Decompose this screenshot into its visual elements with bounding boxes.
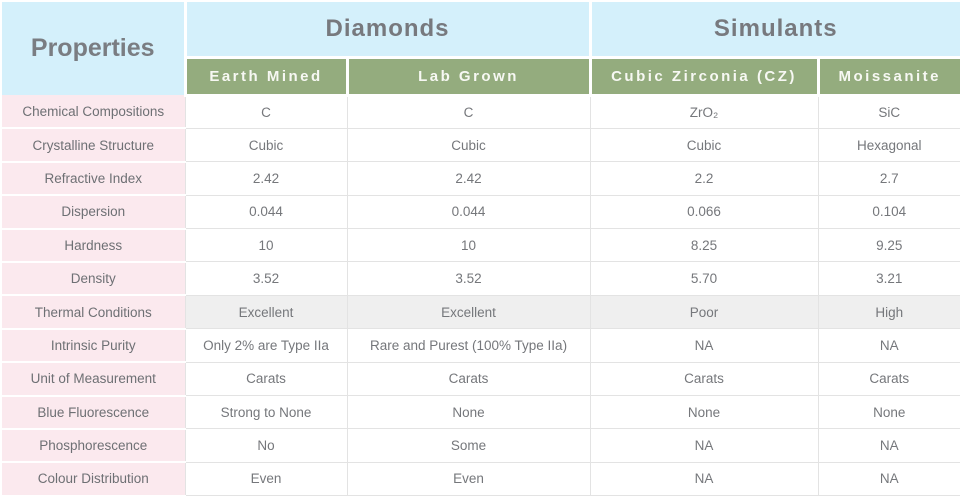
value-cell: Poor — [590, 295, 819, 330]
value-cell: NA — [590, 428, 819, 463]
property-label: Hardness — [2, 228, 186, 263]
group-header-simulants: Simulants — [590, 2, 960, 57]
table-row: Hardness 10 10 8.25 9.25 — [2, 228, 960, 263]
property-label: Dispersion — [2, 195, 186, 230]
value-cell: 3.21 — [818, 261, 960, 296]
property-label: Blue Fluorescence — [2, 395, 186, 430]
value-cell: SiC — [818, 95, 960, 129]
column-header-cubic-zirconia: Cubic Zirconia (CZ) — [588, 55, 820, 97]
value-cell: 10 — [347, 228, 591, 263]
column-header-row: Earth Mined Lab Grown Cubic Zirconia (CZ… — [2, 55, 960, 97]
table-row: Refractive Index 2.42 2.42 2.2 2.7 — [2, 161, 960, 197]
column-header-earth-mined: Earth Mined — [183, 55, 349, 97]
properties-header: Properties — [2, 2, 187, 95]
value-cell: Carats — [347, 362, 591, 397]
value-cell: 0.066 — [590, 195, 819, 230]
value-cell: C — [185, 95, 348, 129]
value-cell: C — [347, 95, 591, 129]
value-cell: NA — [818, 428, 960, 463]
property-label: Intrinsic Purity — [2, 328, 186, 364]
value-cell: No — [185, 428, 348, 463]
value-cell: 0.044 — [185, 195, 348, 230]
value-cell: 2.7 — [818, 161, 960, 196]
property-label: Phosphorescence — [2, 428, 186, 464]
value-cell: Carats — [818, 362, 960, 397]
value-cell: Excellent — [185, 295, 348, 330]
value-cell: NA — [818, 462, 960, 496]
group-header-diamonds: Diamonds — [185, 2, 592, 57]
table-body: Chemical Compositions C C ZrO₂ SiC Crystallin… — [2, 95, 960, 496]
table-row: Crystalline Structure Cubic Cubic Cubic Hexa… — [2, 128, 960, 163]
value-cell: Cubic — [347, 128, 591, 163]
property-label: Refractive Index — [2, 161, 186, 197]
value-cell: Some — [347, 428, 591, 463]
value-cell: Excellent — [347, 295, 591, 330]
property-label: Thermal Conditions — [2, 295, 186, 330]
value-cell: 8.25 — [590, 228, 819, 263]
value-cell: NA — [590, 328, 819, 363]
column-header-lab-grown: Lab Grown — [345, 55, 592, 97]
value-cell: 3.52 — [347, 261, 591, 296]
value-cell: Even — [347, 462, 591, 496]
property-label: Colour Distribution — [2, 462, 186, 496]
value-cell: Cubic — [590, 128, 819, 163]
value-cell: 10 — [185, 228, 348, 263]
value-cell: Carats — [590, 362, 819, 397]
value-cell: Even — [185, 462, 348, 496]
value-cell: None — [590, 395, 819, 430]
value-cell: ZrO₂ — [590, 95, 819, 129]
value-cell: 2.2 — [590, 161, 819, 196]
value-cell: 0.044 — [347, 195, 591, 230]
value-cell: Only 2% are Type IIa — [185, 328, 348, 363]
column-header-moissanite: Moissanite — [816, 55, 960, 97]
value-cell: 3.52 — [185, 261, 348, 296]
table-row: Blue Fluorescence Strong to None None None N… — [2, 395, 960, 430]
value-cell: 0.104 — [818, 195, 960, 230]
property-label: Unit of Measurement — [2, 362, 186, 397]
value-cell: Cubic — [185, 128, 348, 163]
value-cell: 2.42 — [185, 161, 348, 196]
value-cell: NA — [590, 462, 819, 496]
table-row: Unit of Measurement Carats Carats Carats Car… — [2, 362, 960, 397]
value-cell: Hexagonal — [818, 128, 960, 163]
value-cell: None — [347, 395, 591, 430]
property-label: Crystalline Structure — [2, 128, 186, 163]
value-cell: High — [818, 295, 960, 330]
table-row: Colour Distribution Even Even NA NA — [2, 462, 960, 496]
value-cell: Strong to None — [185, 395, 348, 430]
table-row: Chemical Compositions C C ZrO₂ SiC — [2, 95, 960, 130]
value-cell: 2.42 — [347, 161, 591, 196]
table-header: Properties Diamonds Simulants Earth Mine… — [2, 2, 960, 97]
table-row: Density 3.52 3.52 5.70 3.21 — [2, 261, 960, 297]
group-header-row: Properties Diamonds Simulants — [2, 2, 960, 95]
value-cell: NA — [818, 328, 960, 363]
property-label: Density — [2, 261, 186, 297]
value-cell: Rare and Purest (100% Type IIa) — [347, 328, 591, 363]
table-row: Thermal Conditions Excellent Excellent Poor… — [2, 295, 960, 330]
value-cell: 5.70 — [590, 261, 819, 296]
table-row: Phosphorescence No Some NA NA — [2, 428, 960, 464]
table-row: Intrinsic Purity Only 2% are Type IIa Rare… — [2, 328, 960, 364]
table-row: Dispersion 0.044 0.044 0.066 0.104 — [2, 195, 960, 230]
property-label: Chemical Compositions — [2, 95, 186, 130]
value-cell: Carats — [185, 362, 348, 397]
value-cell: None — [818, 395, 960, 430]
value-cell: 9.25 — [818, 228, 960, 263]
